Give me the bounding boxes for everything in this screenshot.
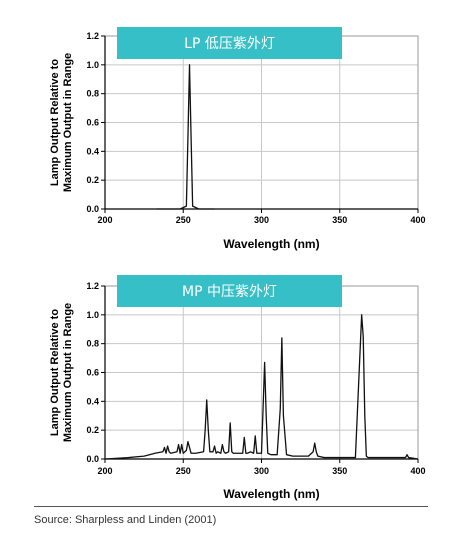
x-tick-label: 250 xyxy=(176,215,191,225)
y-tick-label: 0.6 xyxy=(86,118,99,128)
y-tick-label: 1.2 xyxy=(86,31,99,41)
y-tick-label: 0.4 xyxy=(86,396,99,406)
title-banner xyxy=(117,275,342,307)
chart-title: LP 低压紫外灯 xyxy=(184,36,275,52)
y-tick-label: 0.8 xyxy=(86,89,99,99)
y-tick-label: 0.6 xyxy=(86,368,99,378)
y-tick-label: 0.2 xyxy=(86,425,99,435)
x-tick-label: 400 xyxy=(410,466,425,476)
x-tick-label: 400 xyxy=(410,215,425,225)
series-line xyxy=(156,64,215,210)
x-axis-title: Wavelength (nm) xyxy=(223,487,319,501)
y-axis-title-line: Lamp Output Relative to xyxy=(49,59,61,186)
x-tick-label: 200 xyxy=(97,466,112,476)
source-caption: Source: Sharpless and Linden (2001) xyxy=(34,514,217,526)
x-tick-label: 350 xyxy=(332,215,347,225)
x-tick-label: 200 xyxy=(97,215,112,225)
y-tick-label: 0.0 xyxy=(86,454,99,464)
y-tick-label: 1.0 xyxy=(86,60,99,70)
x-tick-label: 300 xyxy=(254,466,269,476)
x-tick-label: 350 xyxy=(332,466,347,476)
series-line xyxy=(104,314,419,460)
y-axis-title-line: Maximum Output in Range xyxy=(62,303,74,442)
x-tick-label: 300 xyxy=(254,215,269,225)
y-tick-label: 0.0 xyxy=(86,204,99,214)
x-tick-label: 250 xyxy=(176,466,191,476)
y-tick-label: 1.2 xyxy=(86,281,99,291)
chart-title: MP 中压紫外灯 xyxy=(182,284,277,300)
y-axis-title-line: Lamp Output Relative to xyxy=(49,309,61,436)
chart-2: 0.0 0.2 0.4 0.6 0.8 1.0 1.2 200 250 300 350 400 Wave… xyxy=(49,275,426,501)
chart-1: 0.0 0.2 0.4 0.6 0.8 1.0 1.2 200 250 300 350 400 Wave… xyxy=(49,27,426,251)
source-divider xyxy=(34,506,428,507)
y-tick-label: 1.0 xyxy=(86,310,99,320)
y-tick-label: 0.8 xyxy=(86,339,99,349)
y-tick-label: 0.4 xyxy=(86,146,99,156)
y-axis-title-line: Maximum Output in Range xyxy=(62,53,74,192)
title-banner xyxy=(117,27,342,59)
x-axis-title: Wavelength (nm) xyxy=(223,237,319,251)
y-tick-label: 0.2 xyxy=(86,175,99,185)
